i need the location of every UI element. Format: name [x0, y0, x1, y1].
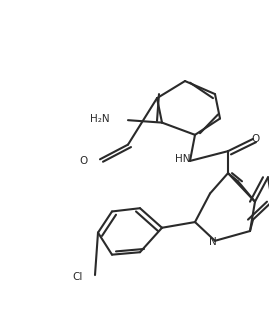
Text: O: O — [251, 134, 259, 144]
Text: Cl: Cl — [73, 272, 83, 282]
Text: HN: HN — [175, 154, 191, 164]
Text: O: O — [79, 156, 87, 166]
Text: N: N — [209, 238, 217, 248]
Text: H₂N: H₂N — [90, 114, 110, 123]
